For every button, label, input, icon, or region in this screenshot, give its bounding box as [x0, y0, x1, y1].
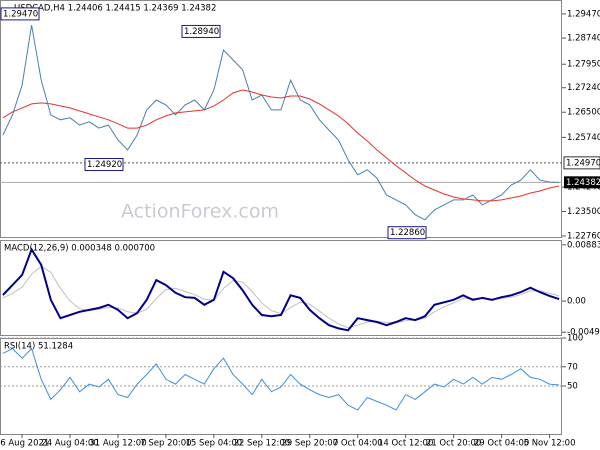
series-line: [2, 25, 560, 221]
annotation-box: [387, 226, 427, 240]
x-tick-label: 7 Oct 04:00: [333, 439, 383, 449]
annotation-box: [181, 24, 221, 38]
watermark: ActionForex.com: [121, 201, 279, 223]
y-tick-label: 0.00: [567, 297, 586, 307]
macd-panel: [0, 240, 562, 336]
x-tick-label: 29 Sep 20:00: [281, 439, 338, 449]
annotation-box: [0, 7, 40, 21]
y-tick-label: 1.22760: [567, 232, 600, 242]
x-tick-label: 16 Aug 2021: [0, 439, 49, 449]
y-tick-label: 100: [567, 334, 583, 344]
y-tick-label: 1.29470: [567, 9, 600, 19]
annotation-label: 1.28940: [184, 27, 219, 37]
series-line: [2, 347, 560, 411]
annotation-box: [84, 158, 124, 172]
y-tick-label: 0.008839: [567, 240, 600, 250]
y-tick-label: -0.004907: [567, 328, 600, 338]
y-tick-label: 1.23500: [567, 207, 600, 217]
panel-title: RSI(14) 51.1284: [4, 342, 73, 352]
x-tick-label: 24 Aug 04:00: [41, 439, 98, 449]
y-tick-label: 70: [567, 362, 578, 372]
y-tick-label: 1.27950: [567, 60, 600, 70]
last-price-box: [564, 176, 600, 189]
panel-title: MACD(12,26,9) 0.000348 0.000700: [4, 244, 155, 254]
last-price-label: 1.24382: [566, 178, 600, 188]
y-tick-label: 1.28740: [567, 34, 600, 44]
level-box: [563, 156, 600, 170]
series-line: [2, 247, 560, 332]
price-panel: [0, 0, 562, 238]
panel-title: USDCAD,H4 1.24406 1.24415 1.24369 1.2438…: [14, 4, 216, 14]
y-tick-label: 1.25740: [567, 133, 600, 143]
x-tick-label: 7 Sep 20:00: [140, 439, 191, 449]
y-tick-label: 50: [567, 382, 578, 392]
x-tick-label: 5 Nov 12:00: [524, 439, 576, 449]
x-tick-label: 21 Oct 20:00: [426, 439, 481, 449]
x-tick-label: 15 Sep 04:00: [185, 439, 242, 449]
y-tick-label: 1.26500: [567, 108, 600, 118]
x-tick-label: 29 Oct 04:00: [474, 439, 529, 449]
x-tick-label: 14 Oct 12:00: [378, 439, 433, 449]
annotation-label: 1.29470: [3, 9, 38, 19]
annotation-label: 1.22860: [390, 228, 425, 238]
annotation-label: 1.24920: [87, 160, 122, 170]
level-label: 1.24970: [566, 158, 600, 168]
x-tick-label: 31 Aug 12:00: [89, 439, 146, 449]
y-tick-label: 1.27240: [567, 83, 600, 93]
series-line: [2, 265, 560, 329]
x-tick-label: 22 Sep 12:00: [233, 439, 290, 449]
series-line: [2, 89, 560, 202]
